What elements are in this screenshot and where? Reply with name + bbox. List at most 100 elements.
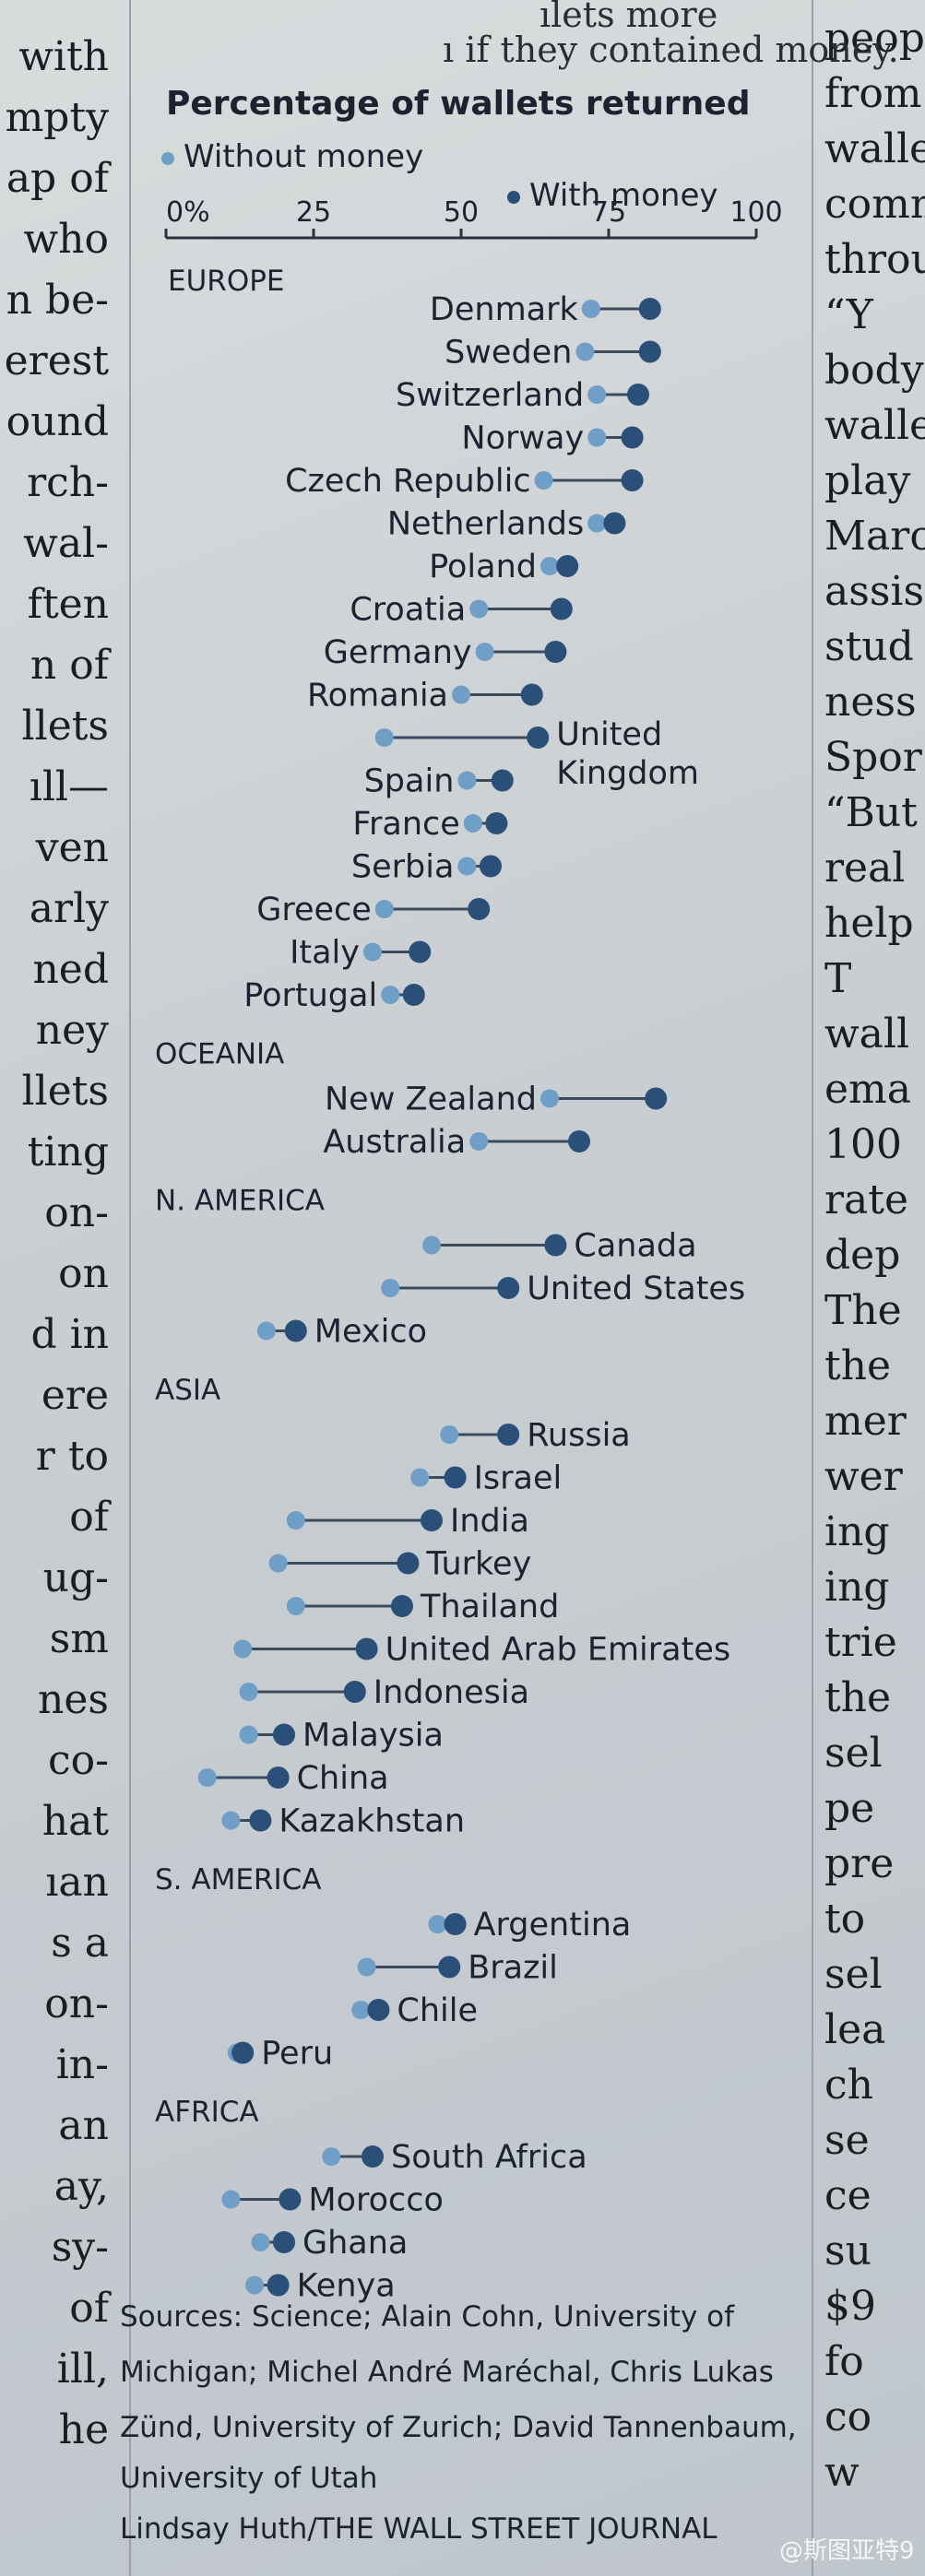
right-column-text-line: sel [824, 1951, 883, 1998]
right-column-text-line: real [824, 845, 906, 892]
dot-with-money [279, 2188, 302, 2211]
dot-with-money [556, 555, 579, 577]
dot-with-money [568, 1130, 590, 1152]
left-column-text-line: ere [41, 1372, 109, 1419]
dot-without-money [357, 1957, 376, 1977]
left-column-text-line: ay, [53, 2163, 109, 2210]
right-column-text-line: ce [824, 2172, 872, 2219]
wallet-chart-graphic: ılets more ı if they contained money. Pe… [120, 0, 899, 2576]
country-label: Brazil [468, 1950, 558, 1987]
country-label: Portugal [243, 977, 377, 1014]
dot-with-money [497, 1277, 520, 1299]
dot-without-money [256, 1321, 276, 1341]
legend-label-without: Without money [184, 138, 424, 175]
dot-without-money [422, 1235, 441, 1255]
country-label: Poland [429, 549, 537, 585]
sources-line-2: Michigan; Michel André Maréchal, Chris L… [120, 2356, 774, 2389]
left-column-text-line: in- [55, 2041, 109, 2088]
left-column-text-line: ned [32, 946, 109, 993]
dot-with-money [468, 898, 491, 920]
country-label: Turkey [425, 1546, 531, 1583]
dot-without-money [381, 986, 400, 1004]
country-label: Serbia [351, 849, 455, 886]
dot-with-money [343, 1681, 366, 1703]
column-divider-left [129, 0, 131, 2576]
left-column-text-line: mpty [5, 94, 109, 141]
country-label: Switzerland [396, 377, 584, 414]
country-label: United Arab Emirates [385, 1632, 731, 1669]
left-column-text-line: of [69, 1494, 109, 1541]
right-column-text-line: walle [824, 402, 925, 449]
left-column-text-line: ill, [56, 2346, 109, 2393]
left-column-text-line: s a [51, 1920, 109, 1967]
right-column-text-line: walle [824, 125, 925, 172]
country-label: Israel [474, 1460, 563, 1497]
legend-dot-without [161, 151, 174, 165]
region-label: S. AMERICA [155, 1863, 321, 1897]
right-column-text-line: The [824, 1287, 902, 1334]
dot-without-money [239, 1725, 258, 1744]
dot-with-money [355, 1637, 378, 1660]
country-label: Czech Republic [285, 463, 530, 500]
dot-with-money [273, 2231, 295, 2253]
dot-with-money [402, 984, 425, 1006]
left-column-text-line: ting [27, 1128, 109, 1176]
right-column-text-line: 100 [824, 1121, 902, 1168]
country-label: Italy [290, 935, 360, 972]
left-article-column: with mpty ap of who n be-erest ound rch-wal-ft… [0, 0, 129, 2576]
sources-line-3: Zünd, University of Zurich; David Tannen… [120, 2411, 797, 2444]
right-column-text-line: “Y [824, 291, 873, 338]
left-column-text-line: ıll— [29, 763, 109, 810]
country-label: Indonesia [374, 1674, 529, 1711]
right-column-text-line: lea [824, 2006, 886, 2053]
country-label: Germany [324, 634, 472, 671]
dot-with-money [267, 2274, 290, 2297]
left-column-text-line: sy- [51, 2224, 109, 2271]
dot-without-money [374, 728, 394, 747]
country-label: Thailand [420, 1589, 559, 1625]
dot-with-money [627, 384, 649, 406]
left-column-text-line: on- [44, 1189, 109, 1236]
dot-without-money [463, 814, 482, 833]
x-tick-label: 100 [729, 196, 782, 229]
dot-with-money [520, 683, 543, 706]
dot-with-money [421, 1509, 443, 1531]
dot-without-money [587, 514, 607, 533]
watermark: @斯图亚特9 [779, 2537, 915, 2565]
dot-without-money [351, 2001, 371, 2019]
dot-with-money [621, 469, 644, 491]
x-tick-label: 50 [444, 196, 479, 229]
dot-without-money [534, 471, 553, 490]
left-column-text-line: hat [42, 1798, 109, 1845]
left-column-text-line: on [58, 1250, 109, 1297]
country-label: Mexico [314, 1314, 427, 1351]
left-column-text-line: wal- [23, 520, 109, 567]
country-label: Romania [307, 678, 448, 715]
dot-with-money [362, 2145, 384, 2168]
dot-without-money [469, 599, 489, 619]
dot-without-money [221, 2190, 241, 2209]
dot-without-money [440, 1425, 459, 1444]
dot-without-money [233, 1639, 253, 1659]
dot-without-money [587, 428, 607, 447]
right-column-text-line: Marc [824, 513, 925, 560]
dot-without-money [245, 2275, 264, 2295]
dot-without-money [469, 1132, 489, 1151]
country-label: Argentina [474, 1907, 632, 1944]
left-column-text-line: ven [35, 824, 109, 871]
country-label: Sweden [445, 335, 572, 372]
right-column-text-line: su [824, 2227, 872, 2275]
right-column-text-line: ing [824, 1508, 890, 1555]
dot-without-money [251, 2233, 270, 2251]
dot-without-money [286, 1511, 305, 1530]
dot-without-money [452, 685, 470, 704]
right-column-text-line: ch [824, 2062, 873, 2109]
dot-without-money [374, 900, 394, 918]
left-column-text-line: who [23, 216, 110, 263]
left-column-text-line: of [69, 2285, 109, 2332]
dot-without-money [221, 1811, 241, 1830]
left-column-text-line: ıan [45, 1859, 109, 1906]
country-label: Netherlands [387, 506, 584, 543]
dot-with-money [645, 1087, 668, 1110]
